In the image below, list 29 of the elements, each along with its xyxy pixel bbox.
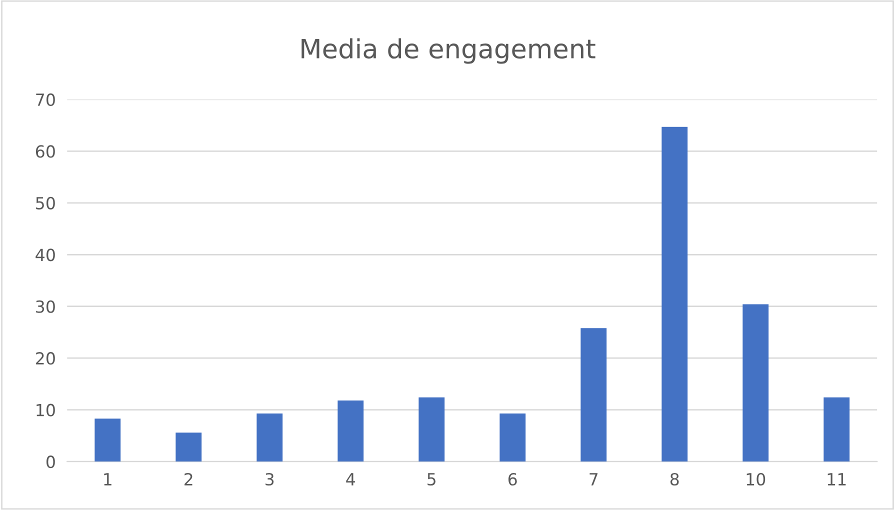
x-tick-label: 4 (346, 473, 355, 486)
y-tick-label: 70 (36, 93, 55, 106)
bar (256, 413, 283, 462)
x-tick-label: 10 (746, 472, 766, 486)
y-tick-label: 30 (36, 300, 55, 313)
bar (338, 400, 364, 462)
bar (580, 328, 607, 462)
y-tick-label: 20 (36, 352, 55, 365)
bar (500, 413, 526, 462)
bar (742, 304, 769, 462)
x-tick-label: 2 (184, 472, 192, 486)
x-tick-label: 7 (590, 473, 598, 486)
bar (662, 126, 688, 462)
x-tick-label: 6 (508, 472, 517, 486)
bar (94, 418, 121, 462)
x-tick-label: 1 (104, 473, 112, 486)
x-tick-label: 5 (428, 473, 436, 486)
y-tick-label: 50 (36, 196, 55, 210)
x-tick-label: 11 (828, 473, 846, 486)
bar (176, 432, 202, 462)
y-tick-label: 0 (46, 456, 55, 468)
x-tick-label: 3 (266, 472, 274, 486)
bar (824, 397, 850, 462)
chart-title: Media de engagement (302, 38, 596, 64)
bar (418, 397, 445, 462)
y-tick-label: 10 (36, 404, 55, 416)
y-tick-label: 60 (36, 145, 55, 158)
x-tick-label: 8 (670, 472, 679, 486)
y-tick-label: 40 (36, 248, 55, 262)
